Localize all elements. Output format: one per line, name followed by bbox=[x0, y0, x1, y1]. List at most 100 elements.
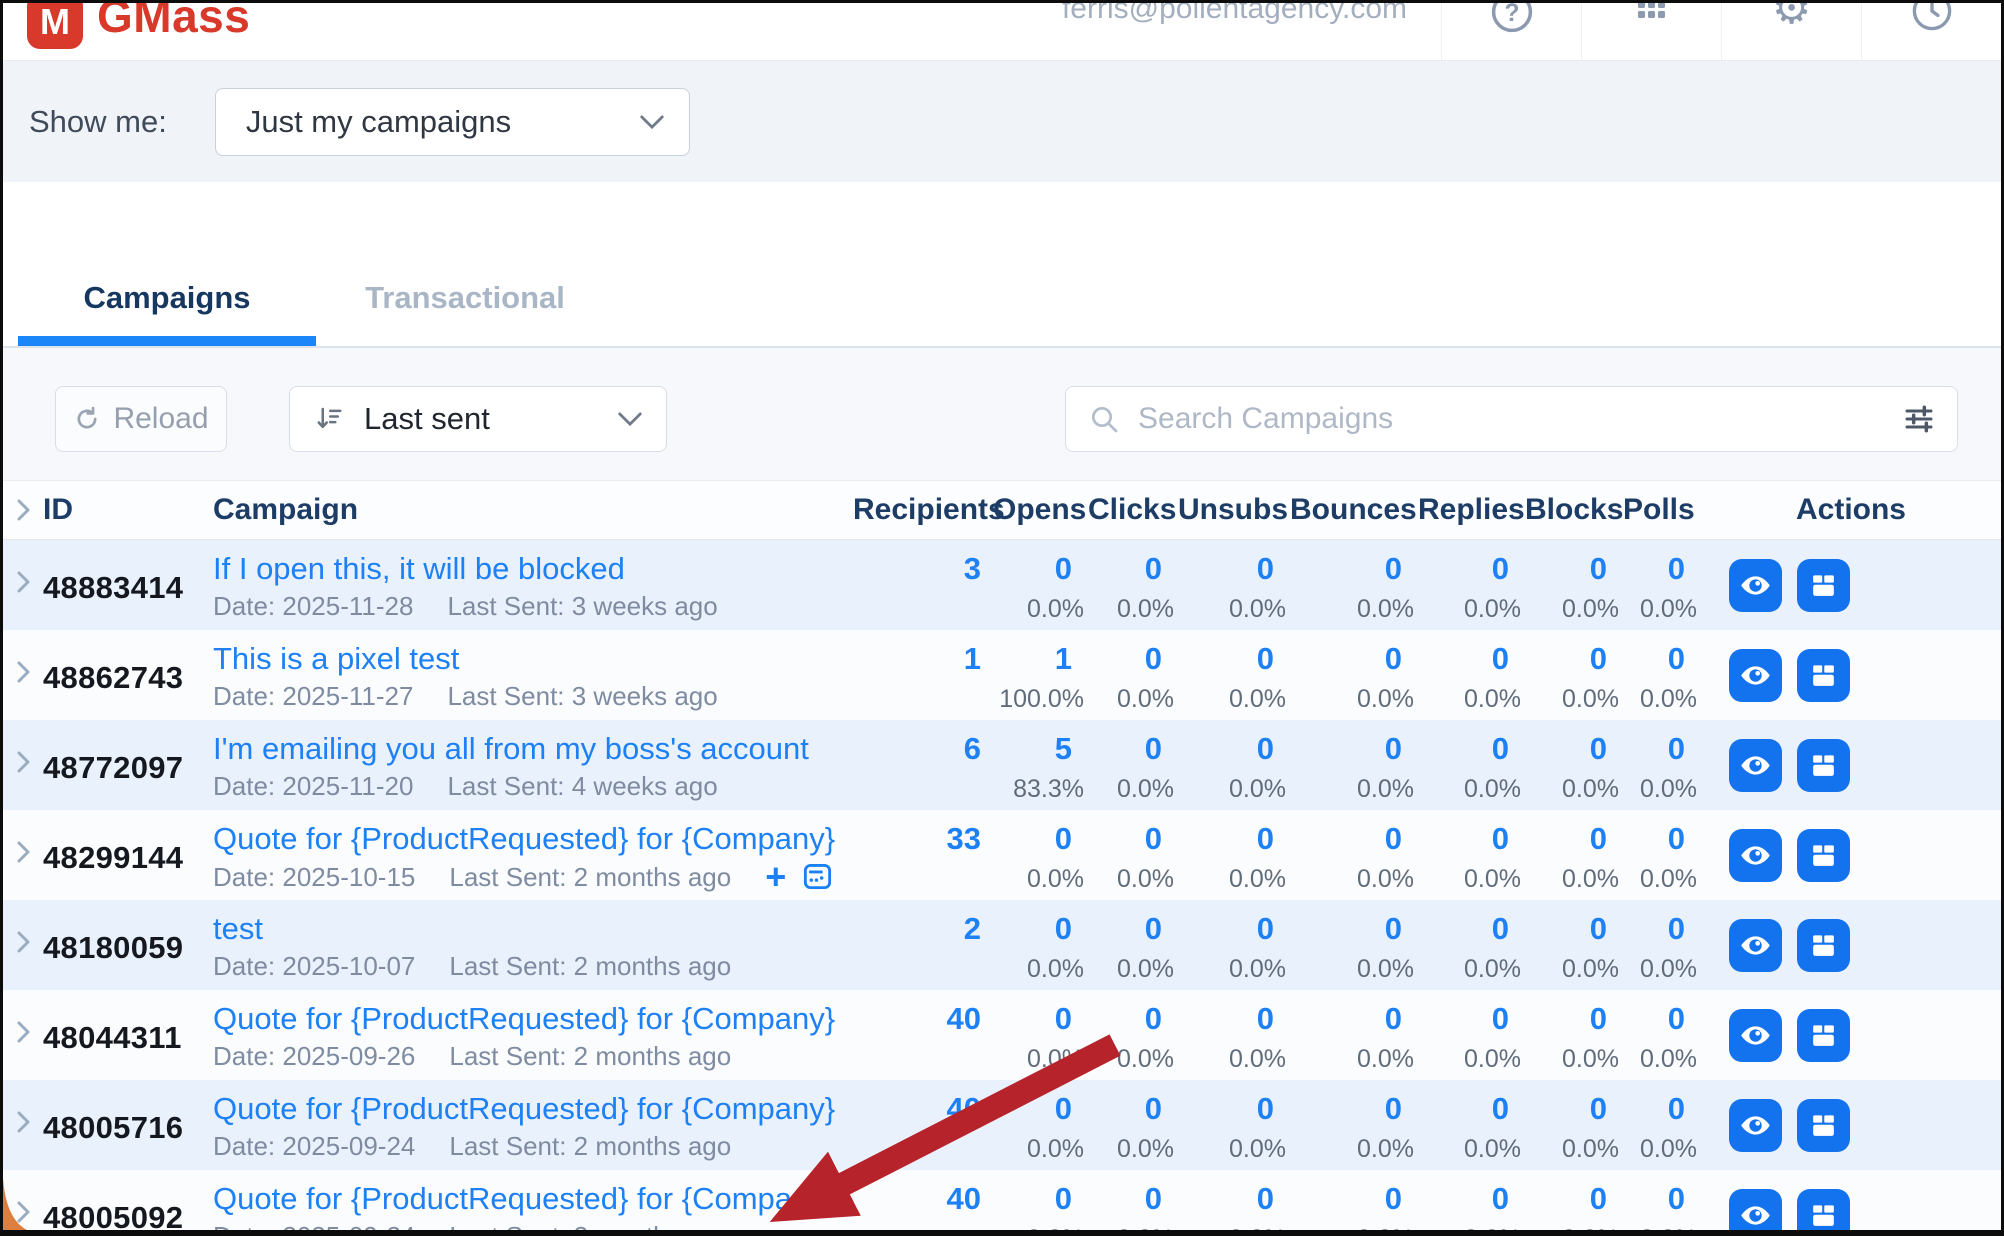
stat-count[interactable]: 0 bbox=[1384, 1091, 1402, 1126]
view-report-button[interactable] bbox=[1729, 1098, 1782, 1152]
campaign-box-button[interactable] bbox=[1797, 828, 1850, 882]
recipients-count[interactable]: 2 bbox=[963, 911, 981, 946]
campaign-box-button[interactable] bbox=[1797, 1188, 1850, 1230]
recipients-count[interactable]: 40 bbox=[946, 1181, 981, 1216]
reload-button[interactable]: Reload bbox=[55, 386, 227, 452]
campaign-title-link[interactable]: Quote for {ProductRequested} for {Compan… bbox=[213, 821, 836, 856]
stat-count[interactable]: 0 bbox=[1589, 911, 1607, 946]
table-row[interactable]: 48005716 Quote for {ProductRequested} fo… bbox=[3, 1080, 2001, 1170]
expand-all-chevron[interactable] bbox=[3, 498, 43, 522]
stat-count[interactable]: 1 bbox=[1054, 641, 1072, 676]
recipients-count[interactable]: 40 bbox=[946, 1001, 981, 1036]
stat-count[interactable]: 0 bbox=[1491, 1001, 1509, 1036]
campaign-box-button[interactable] bbox=[1797, 648, 1850, 702]
view-report-button[interactable] bbox=[1729, 828, 1782, 882]
stat-count[interactable]: 0 bbox=[1054, 1091, 1072, 1126]
stat-count[interactable]: 0 bbox=[1384, 911, 1402, 946]
recipients-count[interactable]: 6 bbox=[963, 731, 981, 766]
campaign-box-button[interactable] bbox=[1797, 1008, 1850, 1062]
stat-count[interactable]: 0 bbox=[1667, 1091, 1685, 1126]
row-expand-chevron[interactable] bbox=[3, 900, 43, 990]
stat-count[interactable]: 0 bbox=[1491, 821, 1509, 856]
campaign-title-link[interactable]: Quote for {ProductRequested} for {Compan… bbox=[213, 1001, 836, 1036]
stat-count[interactable]: 0 bbox=[1054, 821, 1072, 856]
stat-count[interactable]: 0 bbox=[1144, 911, 1162, 946]
stat-count[interactable]: 0 bbox=[1144, 731, 1162, 766]
stat-count[interactable]: 0 bbox=[1256, 731, 1274, 766]
stat-count[interactable]: 0 bbox=[1144, 1001, 1162, 1036]
row-expand-chevron[interactable] bbox=[3, 990, 43, 1080]
stat-count[interactable]: 0 bbox=[1054, 1001, 1072, 1036]
stat-count[interactable]: 5 bbox=[1054, 731, 1072, 766]
row-expand-chevron[interactable] bbox=[3, 630, 43, 720]
stat-count[interactable]: 0 bbox=[1144, 821, 1162, 856]
stat-count[interactable]: 0 bbox=[1667, 911, 1685, 946]
stat-count[interactable]: 0 bbox=[1384, 731, 1402, 766]
stat-count[interactable]: 0 bbox=[1144, 1091, 1162, 1126]
stat-count[interactable]: 0 bbox=[1384, 821, 1402, 856]
stat-count[interactable]: 0 bbox=[1054, 551, 1072, 586]
stat-count[interactable]: 0 bbox=[1384, 1181, 1402, 1216]
table-row[interactable]: 48883414 If I open this, it will be bloc… bbox=[3, 540, 2001, 630]
row-expand-chevron[interactable] bbox=[3, 1080, 43, 1170]
stat-count[interactable]: 0 bbox=[1491, 1091, 1509, 1126]
campaign-box-button[interactable] bbox=[1797, 918, 1850, 972]
stat-count[interactable]: 0 bbox=[1589, 731, 1607, 766]
campaign-box-button[interactable] bbox=[1797, 1098, 1850, 1152]
stat-count[interactable]: 0 bbox=[1667, 821, 1685, 856]
stat-count[interactable]: 0 bbox=[1256, 551, 1274, 586]
stat-count[interactable]: 0 bbox=[1491, 641, 1509, 676]
stat-count[interactable]: 0 bbox=[1144, 1181, 1162, 1216]
stat-count[interactable]: 0 bbox=[1667, 1001, 1685, 1036]
stat-count[interactable]: 0 bbox=[1384, 1001, 1402, 1036]
help-button[interactable]: ? bbox=[1441, 3, 1581, 60]
view-report-button[interactable] bbox=[1729, 1188, 1782, 1230]
tab-campaigns[interactable]: Campaigns bbox=[18, 280, 316, 346]
stat-count[interactable]: 0 bbox=[1256, 641, 1274, 676]
stat-count[interactable]: 0 bbox=[1667, 1181, 1685, 1216]
stat-count[interactable]: 0 bbox=[1667, 551, 1685, 586]
view-report-button[interactable] bbox=[1729, 918, 1782, 972]
show-me-select[interactable]: Just my campaigns bbox=[214, 87, 690, 156]
stat-count[interactable]: 0 bbox=[1589, 821, 1607, 856]
stat-count[interactable]: 0 bbox=[1256, 1091, 1274, 1126]
stat-count[interactable]: 0 bbox=[1589, 1001, 1607, 1036]
recipients-count[interactable]: 33 bbox=[946, 821, 981, 856]
recipients-count[interactable]: 3 bbox=[963, 551, 981, 586]
recipients-count[interactable]: 40 bbox=[946, 1091, 981, 1126]
stat-count[interactable]: 0 bbox=[1384, 551, 1402, 586]
stat-count[interactable]: 0 bbox=[1256, 821, 1274, 856]
stat-count[interactable]: 0 bbox=[1491, 911, 1509, 946]
apps-button[interactable] bbox=[1581, 3, 1721, 60]
table-row[interactable]: 48862743 This is a pixel test Date: 2025… bbox=[3, 630, 2001, 720]
row-expand-chevron[interactable] bbox=[3, 540, 43, 630]
campaign-title-link[interactable]: I'm emailing you all from my boss's acco… bbox=[213, 731, 809, 766]
recipients-count[interactable]: 1 bbox=[963, 641, 981, 676]
row-expand-chevron[interactable] bbox=[3, 810, 43, 900]
stat-count[interactable]: 0 bbox=[1256, 911, 1274, 946]
stat-count[interactable]: 0 bbox=[1384, 641, 1402, 676]
stat-count[interactable]: 0 bbox=[1589, 551, 1607, 586]
schedule-calendar-icon[interactable] bbox=[802, 861, 833, 892]
campaign-title-link[interactable]: If I open this, it will be blocked bbox=[213, 551, 625, 586]
table-row[interactable]: 48299144 Quote for {ProductRequested} fo… bbox=[3, 810, 2001, 900]
stat-count[interactable]: 0 bbox=[1256, 1001, 1274, 1036]
stat-count[interactable]: 0 bbox=[1589, 1181, 1607, 1216]
gmass-logo[interactable]: M bbox=[27, 3, 83, 49]
campaign-box-button[interactable] bbox=[1797, 558, 1850, 612]
table-row[interactable]: 48044311 Quote for {ProductRequested} fo… bbox=[3, 990, 2001, 1080]
settings-button[interactable]: ⚙ bbox=[1721, 3, 1861, 60]
sort-select[interactable]: Last sent bbox=[289, 386, 667, 452]
search-input[interactable] bbox=[1136, 401, 1903, 437]
tab-transactional[interactable]: Transactional bbox=[365, 280, 565, 315]
stat-count[interactable]: 0 bbox=[1144, 641, 1162, 676]
campaign-title-link[interactable]: test bbox=[213, 911, 263, 946]
view-report-button[interactable] bbox=[1729, 1008, 1782, 1062]
view-report-button[interactable] bbox=[1729, 558, 1782, 612]
table-row[interactable]: 48180059 test Date: 2025-10-07 Last Sent… bbox=[3, 900, 2001, 990]
row-expand-chevron[interactable] bbox=[3, 1170, 43, 1230]
stat-count[interactable]: 0 bbox=[1144, 551, 1162, 586]
brand-title[interactable]: GMass bbox=[97, 3, 251, 42]
campaign-box-button[interactable] bbox=[1797, 738, 1850, 792]
stat-count[interactable]: 0 bbox=[1667, 731, 1685, 766]
